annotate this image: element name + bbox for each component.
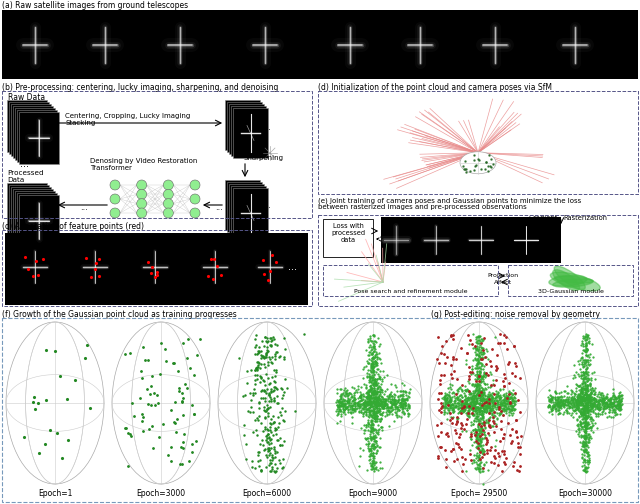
- Text: (f) Growth of the Gaussian point cloud as training progresses: (f) Growth of the Gaussian point cloud a…: [2, 310, 237, 319]
- Ellipse shape: [218, 322, 316, 484]
- Text: ...: ...: [263, 201, 271, 210]
- Bar: [17, 110, 57, 162]
- Ellipse shape: [554, 276, 593, 283]
- Bar: [229, 184, 264, 234]
- Bar: [5, 233, 308, 305]
- Bar: [2, 230, 312, 306]
- Text: ...: ...: [215, 203, 223, 212]
- Circle shape: [190, 208, 200, 218]
- Bar: [2, 10, 638, 79]
- Bar: [318, 215, 638, 306]
- Circle shape: [163, 208, 173, 218]
- Text: ...: ...: [288, 262, 297, 272]
- Text: Epoch= 29500: Epoch= 29500: [451, 489, 507, 498]
- Bar: [381, 217, 561, 263]
- Ellipse shape: [460, 152, 496, 174]
- Bar: [229, 104, 264, 154]
- Text: (g) Post-editing: noise removal by geometry: (g) Post-editing: noise removal by geome…: [431, 310, 600, 319]
- Text: (d) Initialization of the point cloud and camera poses via SfM: (d) Initialization of the point cloud an…: [318, 83, 552, 92]
- Bar: [7, 100, 47, 152]
- Bar: [233, 108, 268, 158]
- Text: Epoch=6000: Epoch=6000: [243, 489, 292, 498]
- Ellipse shape: [553, 270, 580, 290]
- Text: Gradient: Gradient: [529, 215, 558, 221]
- Circle shape: [163, 190, 173, 200]
- Bar: [227, 102, 262, 152]
- Ellipse shape: [549, 275, 587, 286]
- Text: 3D-Gaussian module: 3D-Gaussian module: [538, 289, 604, 294]
- Text: Denosing by Video Restoration
Transformer: Denosing by Video Restoration Transforme…: [90, 158, 197, 171]
- Text: (c) Annotation of feature points (red): (c) Annotation of feature points (red): [2, 222, 144, 231]
- Text: Raw Data: Raw Data: [8, 93, 45, 102]
- Circle shape: [137, 190, 147, 200]
- Circle shape: [110, 180, 120, 190]
- Text: Processed
Data: Processed Data: [7, 170, 44, 183]
- Text: Epoch=30000: Epoch=30000: [558, 489, 612, 498]
- Bar: [2, 318, 638, 502]
- Text: Epoch=3000: Epoch=3000: [136, 489, 186, 498]
- Circle shape: [137, 180, 147, 190]
- Ellipse shape: [112, 322, 210, 484]
- Bar: [17, 193, 57, 245]
- Circle shape: [110, 194, 120, 204]
- Text: (b) Pre-processing: centering, lucky imaging, sharpening, and denoising: (b) Pre-processing: centering, lucky ima…: [2, 83, 278, 92]
- Bar: [15, 191, 55, 243]
- Text: ...: ...: [80, 203, 88, 212]
- Bar: [225, 180, 260, 230]
- Bar: [19, 112, 59, 164]
- Bar: [318, 91, 638, 194]
- Ellipse shape: [430, 322, 528, 484]
- Bar: [233, 188, 268, 238]
- Circle shape: [110, 208, 120, 218]
- Bar: [13, 189, 53, 241]
- Circle shape: [190, 180, 200, 190]
- Bar: [7, 183, 47, 235]
- Text: (a) Raw satellite images from ground telescopes: (a) Raw satellite images from ground tel…: [2, 1, 188, 10]
- Bar: [2, 91, 312, 218]
- Bar: [231, 106, 266, 156]
- Circle shape: [163, 199, 173, 209]
- Bar: [9, 102, 49, 154]
- Bar: [227, 182, 262, 232]
- Bar: [13, 106, 53, 158]
- Text: (e) Joint training of camera poses and Gaussian points to minimize the loss
betw: (e) Joint training of camera poses and G…: [318, 197, 581, 211]
- Circle shape: [137, 199, 147, 209]
- Bar: [508, 265, 633, 296]
- Ellipse shape: [6, 322, 104, 484]
- Bar: [323, 219, 373, 257]
- Text: Sharpening: Sharpening: [243, 155, 283, 161]
- Bar: [15, 108, 55, 160]
- Circle shape: [163, 180, 173, 190]
- Ellipse shape: [550, 272, 600, 291]
- Circle shape: [190, 194, 200, 204]
- Text: ...: ...: [20, 159, 29, 169]
- Bar: [9, 185, 49, 237]
- Text: Projection: Projection: [488, 273, 518, 278]
- Ellipse shape: [536, 322, 634, 484]
- Circle shape: [137, 208, 147, 218]
- Ellipse shape: [554, 266, 585, 289]
- Bar: [11, 104, 51, 156]
- Text: Epoch=9000: Epoch=9000: [348, 489, 397, 498]
- Text: Rasterization: Rasterization: [563, 215, 607, 221]
- Text: Epoch=1: Epoch=1: [38, 489, 72, 498]
- Text: Centering, Cropping, Lucky Imaging
Stacking: Centering, Cropping, Lucky Imaging Stack…: [65, 113, 190, 126]
- Text: Pose search and refinement module: Pose search and refinement module: [354, 289, 467, 294]
- Text: ...: ...: [263, 123, 271, 132]
- Text: Loss with
processed
data: Loss with processed data: [331, 223, 365, 243]
- Bar: [19, 195, 59, 247]
- Bar: [323, 265, 498, 296]
- Ellipse shape: [553, 279, 593, 287]
- Bar: [231, 186, 266, 236]
- Bar: [11, 187, 51, 239]
- Ellipse shape: [324, 322, 422, 484]
- Bar: [225, 100, 260, 150]
- Text: Affect: Affect: [494, 280, 512, 285]
